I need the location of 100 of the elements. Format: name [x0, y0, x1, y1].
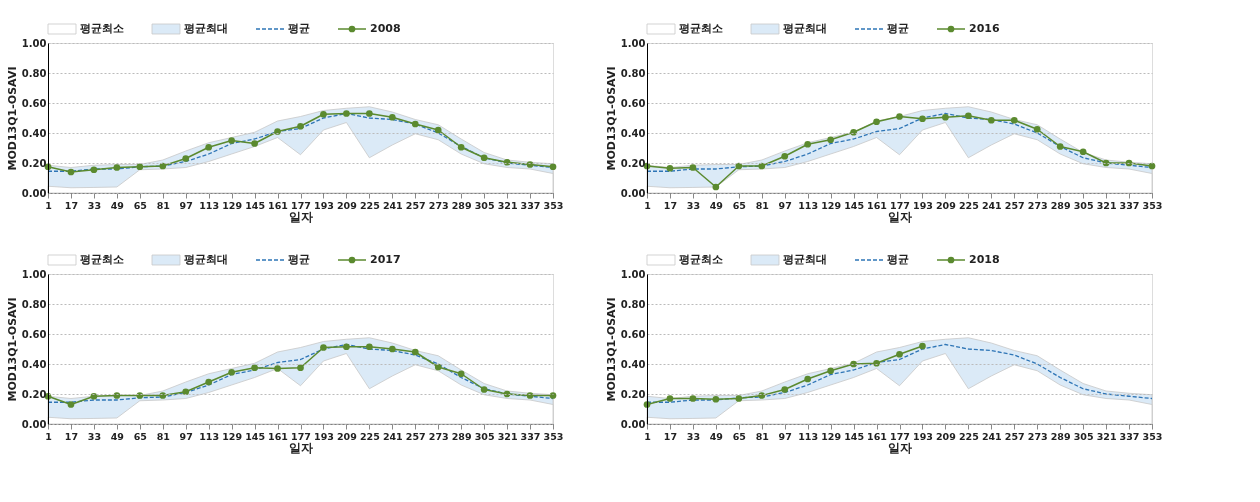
x-tick-label: 305	[474, 430, 495, 442]
x-axis-title: 일자	[289, 441, 313, 455]
x-tick-label: 97	[778, 199, 792, 211]
point	[67, 168, 75, 176]
x-tick-label: 353	[543, 199, 564, 211]
y-tick-label: 0.40	[620, 127, 646, 139]
x-tick-label: 289	[1050, 430, 1071, 442]
legend-label: 2008	[370, 22, 401, 35]
x-tick-label: 257	[1004, 199, 1025, 211]
x-tick-label: 1	[644, 199, 651, 211]
y-tick-label: 0.80	[21, 298, 47, 310]
y-tick-label: 0.60	[21, 97, 47, 109]
point	[758, 392, 766, 399]
x-tick-label: 17	[64, 199, 79, 211]
point	[480, 154, 488, 162]
point	[343, 343, 350, 351]
x-tick-label: 145	[844, 430, 865, 442]
x-tick-label: 321	[1096, 430, 1117, 442]
x-tick-label: 209	[336, 430, 357, 442]
y-tick-label: 0.00	[620, 187, 646, 199]
x-tick-label: 97	[778, 430, 792, 442]
point	[251, 140, 258, 147]
x-tick-label: 209	[336, 199, 357, 211]
x-tick-label: 225	[958, 199, 979, 211]
point	[689, 164, 697, 171]
x-tick-label: 177	[890, 199, 910, 211]
point	[366, 343, 373, 351]
x-tick-label: 145	[844, 199, 865, 211]
x-tick-label: 353	[1142, 199, 1163, 211]
y-tick-label: 1.00	[21, 268, 47, 280]
point	[136, 392, 144, 399]
x-tick-label: 177	[291, 430, 311, 442]
point	[274, 365, 281, 372]
x-tick-label: 257	[405, 430, 426, 442]
x-tick-label: 321	[1096, 199, 1117, 211]
x-tick-label: 129	[821, 199, 842, 211]
x-tick-label: 305	[1073, 430, 1094, 442]
point	[503, 158, 511, 166]
point	[850, 128, 857, 136]
x-tick-label: 289	[451, 430, 472, 442]
x-tick-label: 49	[709, 199, 723, 211]
x-tick-label: 65	[732, 199, 746, 211]
legend-label: 2016	[969, 22, 1000, 35]
point	[896, 350, 903, 358]
point	[90, 166, 98, 174]
y-axis-title: MOD13Q1-OSAVI	[604, 66, 618, 171]
x-tick-label: 321	[497, 430, 518, 442]
point	[873, 359, 880, 367]
x-tick-label: 81	[156, 430, 170, 442]
x-tick-label: 337	[1119, 430, 1140, 442]
point	[666, 164, 674, 172]
point	[411, 348, 419, 356]
x-tick-label: 65	[133, 199, 147, 211]
x-tick-label: 97	[179, 430, 193, 442]
point	[919, 342, 926, 350]
x-tick-label: 209	[935, 430, 956, 442]
legend-label: 평균최대	[783, 253, 827, 266]
point	[205, 378, 213, 386]
x-tick-label: 33	[686, 430, 701, 442]
y-tick-label: 0.20	[620, 157, 646, 169]
x-tick-label: 225	[958, 430, 979, 442]
point	[388, 345, 396, 353]
point	[205, 143, 213, 151]
x-tick-label: 33	[87, 430, 102, 442]
point	[480, 386, 488, 393]
point	[434, 126, 442, 134]
y-tick-label: 0.40	[620, 358, 646, 370]
y-tick-label: 0.20	[21, 157, 47, 169]
x-axis-title: 일자	[888, 441, 912, 455]
point	[804, 375, 812, 383]
y-tick-label: 0.80	[620, 298, 646, 310]
x-tick-label: 177	[291, 199, 311, 211]
x-tick-label: 17	[663, 199, 678, 211]
point	[274, 128, 281, 135]
x-tick-label: 193	[913, 199, 933, 211]
x-tick-label: 193	[314, 199, 334, 211]
point	[343, 110, 350, 117]
x-tick-label: 161	[268, 430, 288, 442]
point	[182, 155, 190, 162]
point	[1125, 159, 1133, 167]
x-tick-label: 65	[133, 430, 147, 442]
x-tick-label: 49	[110, 199, 124, 211]
point	[320, 110, 327, 118]
point	[228, 137, 235, 144]
x-tick-label: 1	[45, 430, 52, 442]
legend-label: 평균	[288, 253, 310, 266]
x-tick-label: 257	[1004, 430, 1025, 442]
legend-label: 평균최대	[184, 22, 228, 35]
x-tick-label: 209	[935, 199, 956, 211]
x-tick-label: 129	[821, 430, 842, 442]
point	[712, 183, 720, 191]
x-tick-label: 81	[755, 199, 769, 211]
point	[965, 112, 972, 120]
point	[781, 386, 789, 393]
x-tick-label: 1	[45, 199, 52, 211]
y-tick-label: 0.20	[620, 388, 646, 400]
y-tick-label: 0.60	[620, 97, 646, 109]
x-tick-label: 97	[179, 199, 193, 211]
point	[735, 395, 743, 402]
point	[987, 116, 995, 124]
